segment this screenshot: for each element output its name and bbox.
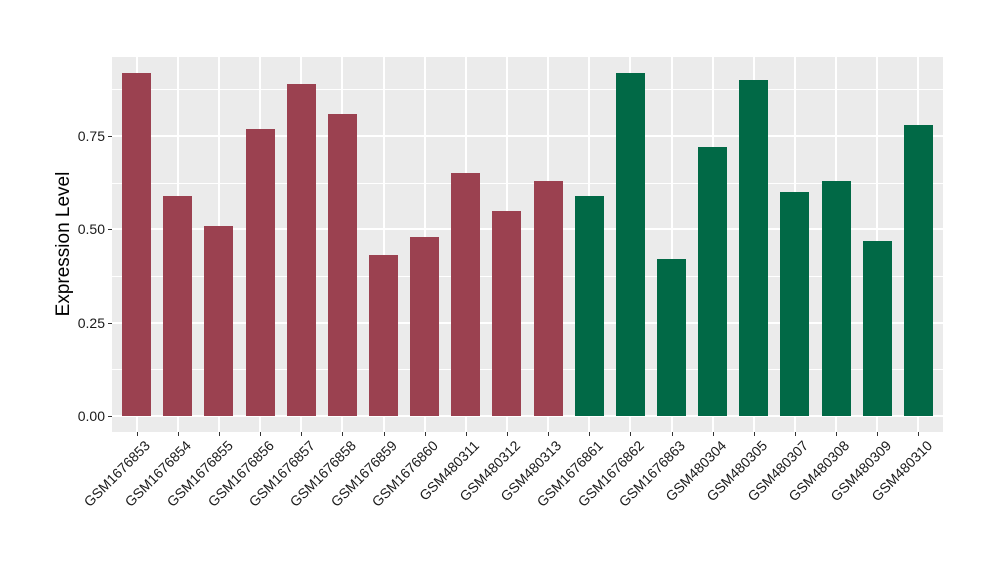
bar-GSM1676858 — [327, 113, 357, 416]
gridline-vertical — [382, 57, 385, 432]
bar-GSM1676853 — [122, 72, 152, 416]
gridline-minor — [112, 182, 943, 184]
x-axis-tick — [424, 432, 426, 436]
bar-GSM1676855 — [204, 225, 234, 416]
bar-GSM1676856 — [245, 128, 275, 416]
y-tick-label: 0.00 — [77, 408, 105, 424]
bar-GSM480313 — [533, 180, 563, 416]
x-axis-tick — [342, 432, 344, 436]
y-axis-tick — [108, 229, 112, 231]
y-tick-label: 0.25 — [77, 314, 105, 331]
bar-GSM480310 — [903, 124, 933, 416]
x-axis-tick — [136, 432, 138, 436]
gridline-vertical — [670, 57, 673, 432]
bar-GSM480311 — [451, 173, 481, 416]
x-axis-tick — [301, 432, 303, 436]
x-axis-tick — [548, 432, 550, 436]
bar-GSM1676854 — [163, 195, 193, 416]
y-tick-label: 0.75 — [77, 128, 105, 145]
y-axis-tick — [108, 136, 112, 138]
y-axis-tick — [108, 322, 112, 324]
bar-GSM1676857 — [286, 83, 316, 416]
y-tick-label: 0.50 — [77, 221, 105, 238]
bar-GSM1676859 — [369, 255, 399, 416]
y-axis-title: Expression Level — [53, 171, 74, 317]
bar-GSM480304 — [698, 147, 728, 416]
x-axis-tick — [506, 432, 508, 436]
bar-GSM1676862 — [615, 72, 645, 416]
y-axis-tick — [108, 416, 112, 417]
gridline-major — [112, 228, 943, 231]
bar-GSM1676861 — [574, 195, 604, 416]
gridline-minor — [112, 276, 943, 277]
bar-GSM480308 — [821, 180, 851, 416]
x-axis-tick — [794, 432, 796, 436]
bar-GSM1676860 — [410, 236, 440, 416]
x-axis-tick — [465, 432, 467, 436]
x-axis-tick — [836, 432, 838, 436]
x-axis-tick — [918, 432, 920, 436]
bar-GSM480305 — [739, 80, 769, 416]
x-axis-tick — [260, 432, 262, 436]
x-axis-tick — [671, 432, 673, 436]
bar-GSM480312 — [492, 210, 522, 416]
gridline-minor — [112, 89, 943, 91]
x-axis-tick — [877, 432, 879, 436]
x-axis-tick — [753, 432, 755, 436]
x-axis-tick — [712, 432, 714, 436]
bar-GSM480307 — [780, 192, 810, 416]
gridline-major — [112, 321, 943, 324]
plot-panel — [112, 57, 943, 432]
gridline-major — [112, 415, 943, 417]
x-axis-tick — [218, 432, 220, 436]
bar-GSM1676863 — [657, 259, 686, 416]
x-axis-tick — [383, 432, 385, 436]
gridline-major — [112, 135, 943, 138]
bar-GSM480309 — [862, 240, 892, 416]
x-axis-tick — [589, 432, 591, 436]
gridline-minor — [112, 369, 943, 371]
x-axis-tick — [630, 432, 632, 436]
x-axis-tick — [177, 432, 179, 436]
